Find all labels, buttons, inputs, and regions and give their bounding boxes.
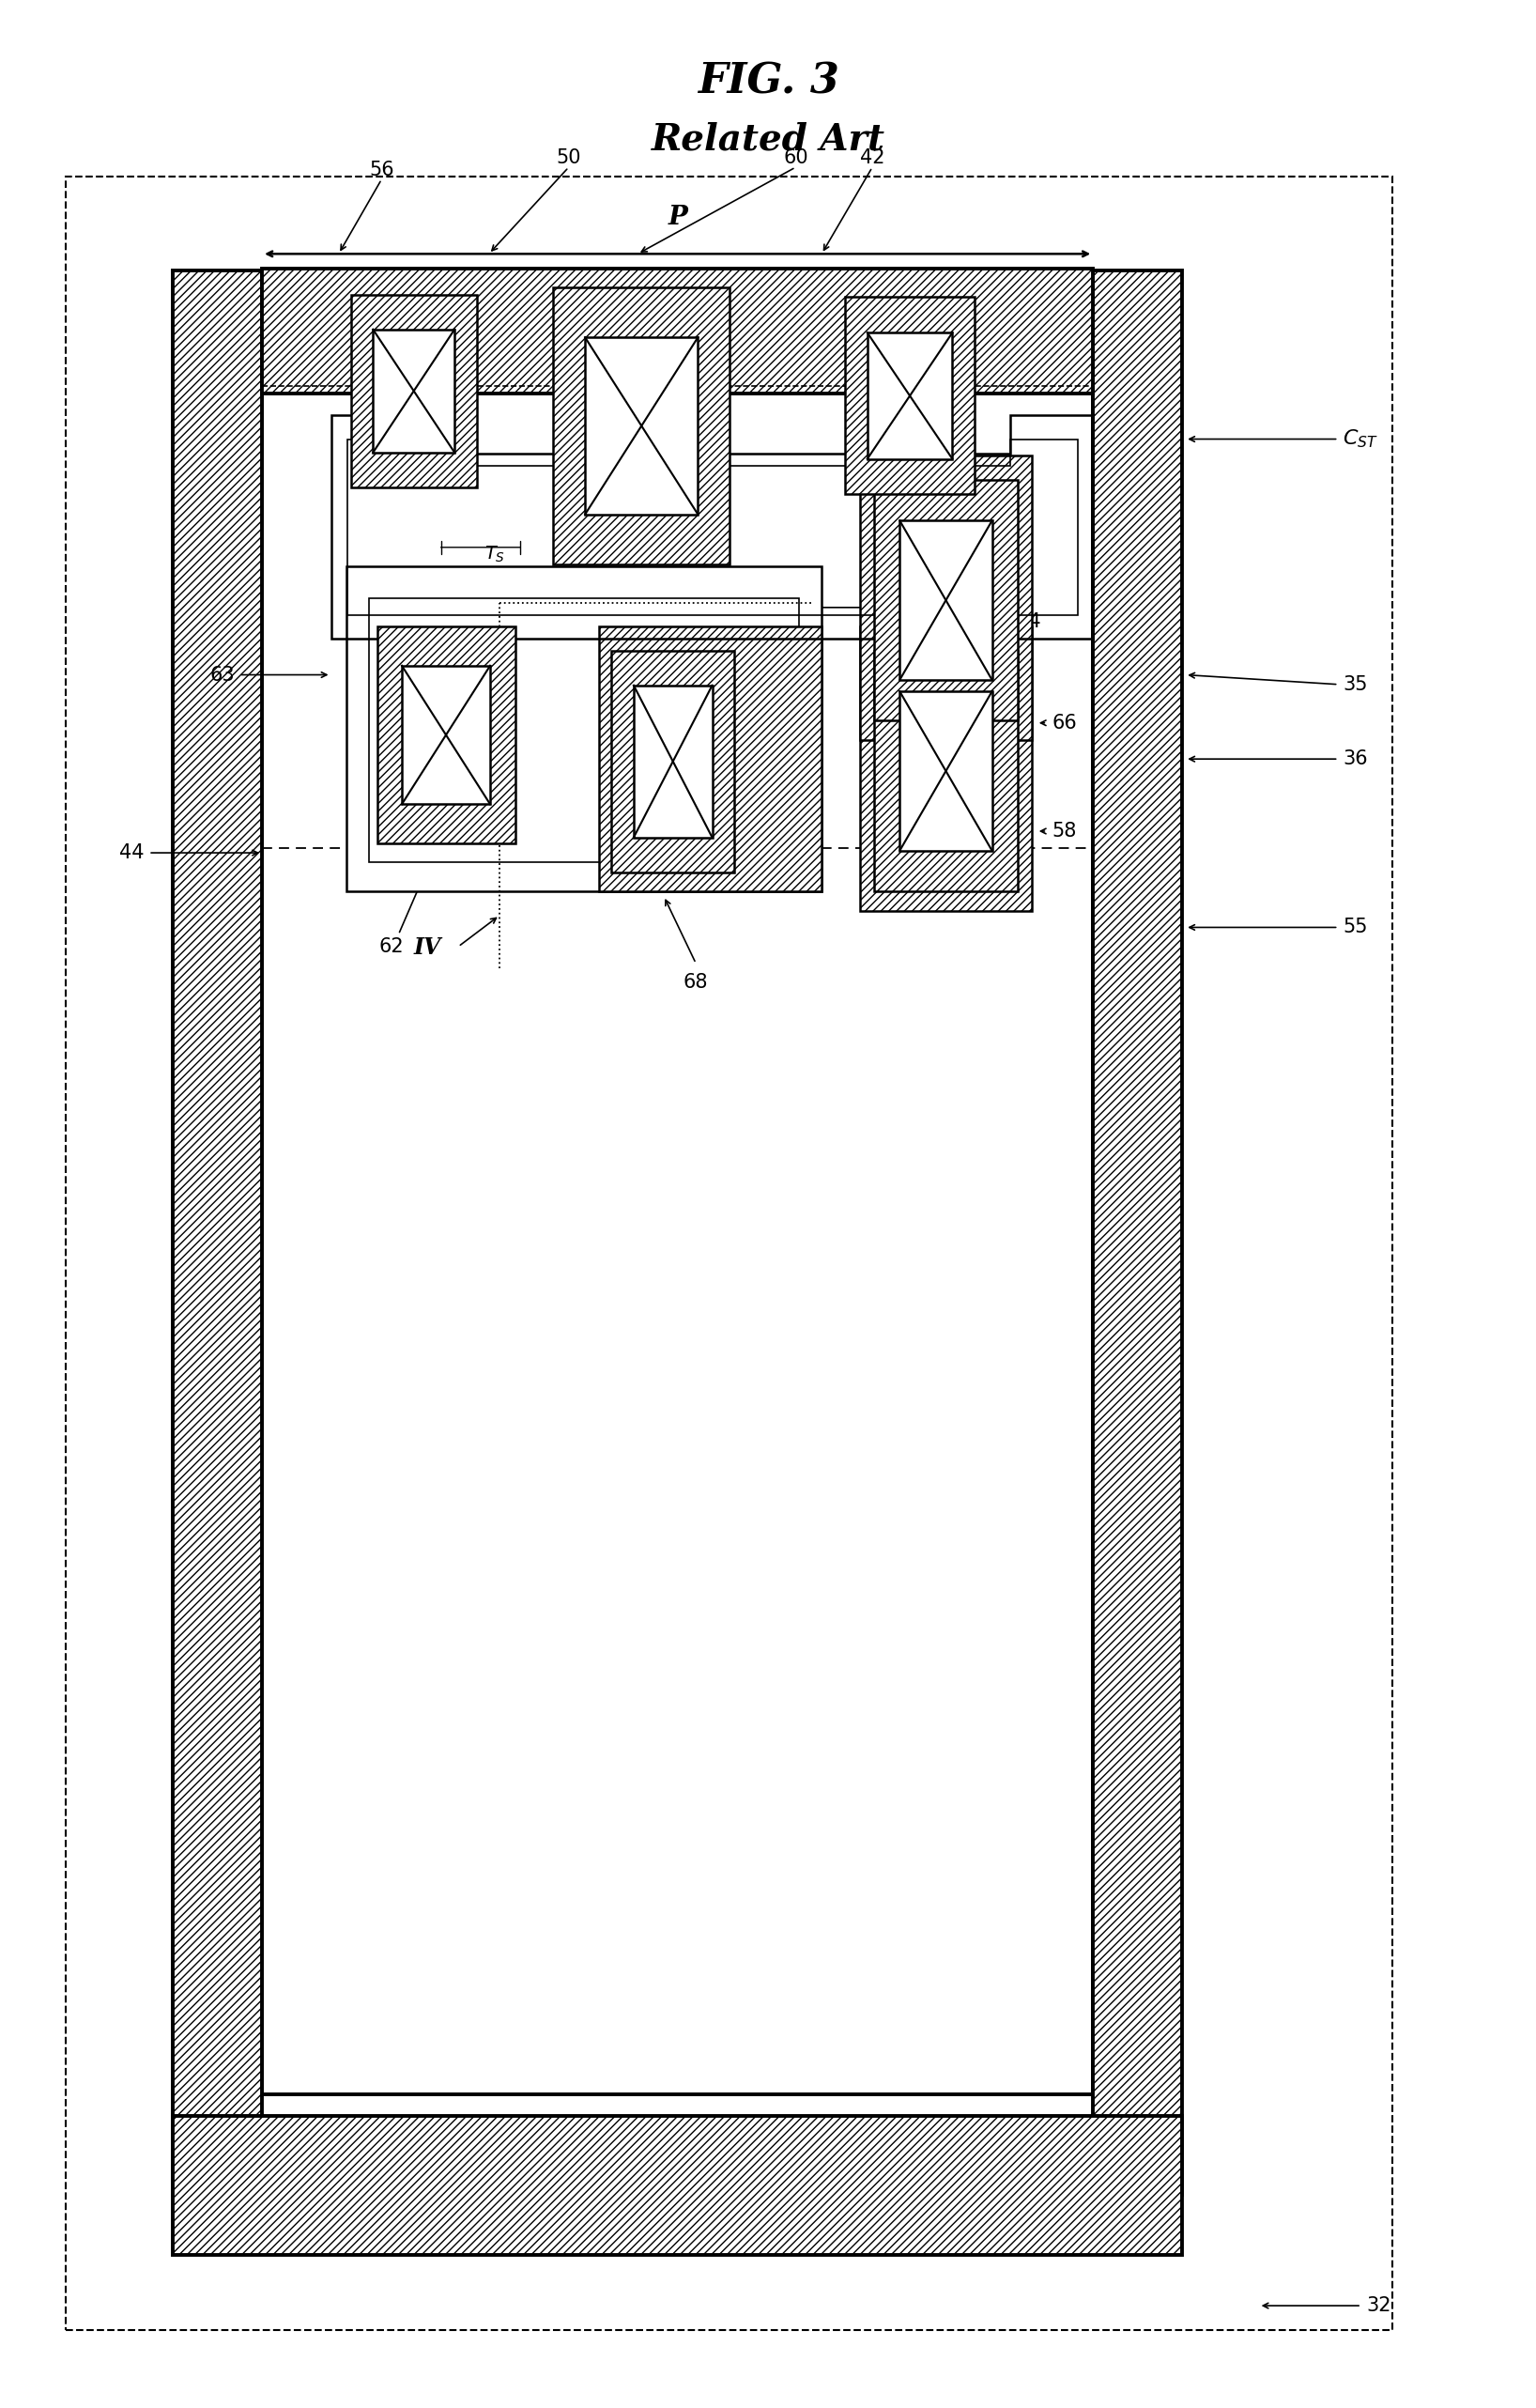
Bar <box>350 294 476 486</box>
Bar <box>868 332 952 460</box>
Bar <box>376 626 515 843</box>
Text: Related Art: Related Art <box>651 120 885 157</box>
Text: IV: IV <box>1001 597 1029 619</box>
Text: 66: 66 <box>1052 713 1077 732</box>
Text: P: P <box>668 205 687 229</box>
Text: $T_D$: $T_D$ <box>581 816 604 836</box>
Bar <box>174 2117 1183 2256</box>
Text: 56: 56 <box>369 161 395 178</box>
Bar <box>611 650 734 872</box>
Text: $T_S$: $T_S$ <box>484 544 505 563</box>
Bar <box>845 296 975 494</box>
Text: IV: IV <box>413 937 441 958</box>
Text: 36: 36 <box>1342 749 1369 768</box>
Text: 46: 46 <box>513 648 538 667</box>
Text: 68: 68 <box>684 973 708 992</box>
Text: 50: 50 <box>556 149 581 166</box>
Text: 44: 44 <box>118 843 144 862</box>
Bar <box>346 566 822 891</box>
Text: 42: 42 <box>860 149 885 166</box>
Bar <box>174 270 263 2196</box>
Text: 55: 55 <box>1342 917 1369 937</box>
Text: 32: 32 <box>1366 2297 1392 2314</box>
Text: FIG. 3: FIG. 3 <box>697 63 839 101</box>
Bar <box>860 455 1032 739</box>
Text: 60: 60 <box>783 149 808 166</box>
Text: 63: 63 <box>209 665 235 684</box>
Bar <box>553 287 730 563</box>
Bar <box>373 330 455 453</box>
Bar <box>263 393 1094 2095</box>
Text: 35: 35 <box>1342 674 1369 694</box>
Bar <box>900 691 992 850</box>
Bar <box>860 626 1032 910</box>
Bar <box>874 650 1018 891</box>
Bar <box>263 267 1094 393</box>
Text: 64: 64 <box>1017 612 1041 631</box>
Bar <box>599 626 822 891</box>
Bar <box>369 597 799 862</box>
Text: 58: 58 <box>1052 821 1077 840</box>
Text: 62: 62 <box>378 937 404 956</box>
Bar <box>66 176 1392 2329</box>
Bar <box>585 337 697 515</box>
Bar <box>900 520 992 679</box>
Bar <box>634 686 713 838</box>
Text: $C_{ST}$: $C_{ST}$ <box>1342 429 1379 450</box>
Bar <box>874 479 1018 720</box>
Bar <box>402 665 490 804</box>
Bar <box>1094 270 1183 2196</box>
